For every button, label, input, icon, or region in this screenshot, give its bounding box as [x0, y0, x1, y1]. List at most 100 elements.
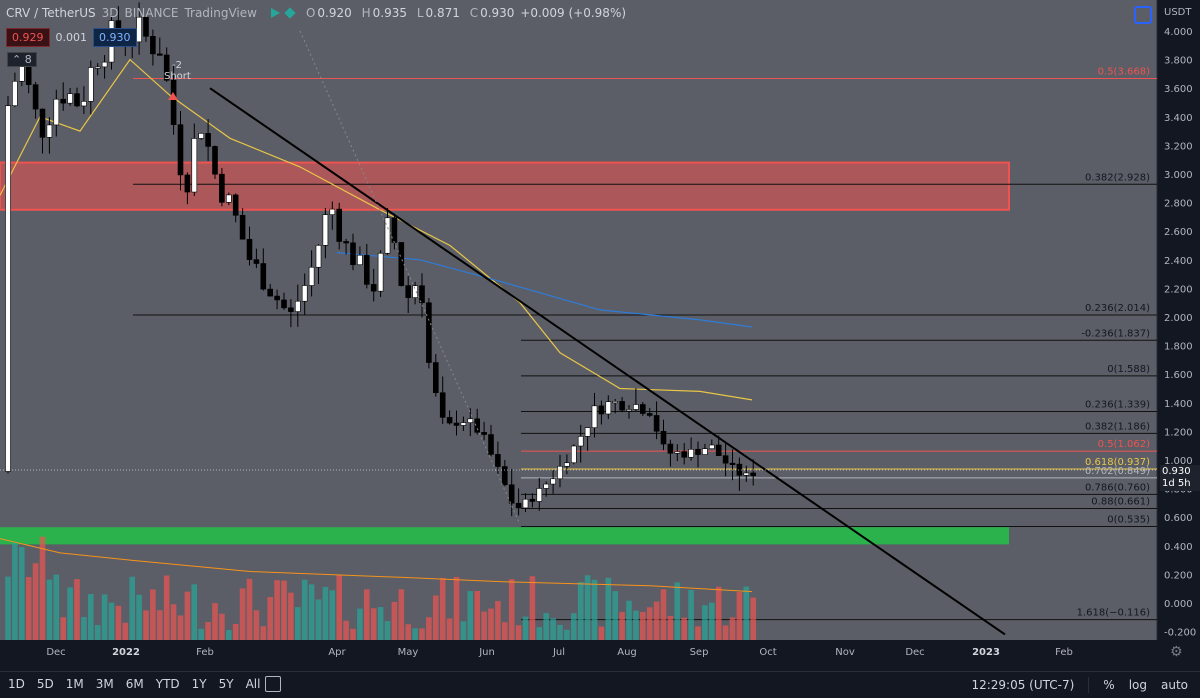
candle: [336, 208, 343, 242]
volume-bar: [508, 579, 515, 640]
volume-bar: [446, 618, 453, 640]
fib-label: 0.382(1.186): [1085, 421, 1150, 432]
volume-bar: [495, 601, 501, 640]
candle: [702, 448, 708, 455]
candle: [253, 259, 260, 264]
gear-icon[interactable]: ⚙: [1170, 644, 1183, 660]
percent-toggle[interactable]: %: [1103, 678, 1115, 692]
auto-toggle[interactable]: auto: [1160, 678, 1188, 692]
candle: [370, 284, 377, 292]
y-tick-label: -0.200: [1164, 628, 1196, 639]
range-5d[interactable]: 5D: [36, 677, 54, 691]
x-tick-label: Sep: [690, 647, 709, 658]
fib-label: 0.382(2.928): [1085, 172, 1150, 183]
volume-bar: [150, 589, 156, 640]
volume-bar: [25, 577, 32, 640]
fib-label: 0(0.535): [1107, 514, 1150, 525]
candle: [681, 451, 688, 458]
range-1d[interactable]: 1D: [8, 677, 25, 691]
candle: [550, 478, 556, 485]
clock[interactable]: 12:29:05 (UTC-7): [971, 678, 1075, 692]
volume-bar: [633, 610, 639, 640]
candle: [363, 254, 370, 285]
volume-bar: [467, 591, 474, 640]
candle: [453, 422, 460, 426]
candle: [94, 66, 101, 69]
volume-bar: [101, 594, 108, 640]
volume-bar: [46, 579, 53, 640]
candle: [508, 484, 515, 504]
candle: [212, 146, 218, 175]
volume-bar: [205, 621, 211, 640]
range-ytd[interactable]: YTD: [155, 677, 180, 691]
calendar-icon[interactable]: [265, 676, 281, 692]
candle: [633, 404, 639, 410]
candle: [674, 451, 681, 454]
x-tick-label: Dec: [905, 647, 924, 658]
x-tick-label: May: [398, 647, 419, 658]
volume-bar: [377, 607, 384, 640]
volume-bar: [295, 607, 301, 640]
candle: [101, 61, 108, 68]
range-5y[interactable]: 5Y: [218, 677, 234, 691]
fib-label: -0.236(1.837): [1081, 328, 1150, 339]
volume-bar: [419, 628, 425, 640]
high-value: 0.935: [372, 6, 407, 20]
candle: [143, 16, 149, 37]
volume-bar: [177, 615, 184, 640]
interval[interactable]: 3D: [101, 6, 119, 20]
candle: [343, 241, 349, 244]
candle: [239, 215, 246, 240]
volume-bar: [557, 624, 563, 640]
volume-bar: [729, 617, 736, 640]
volume-bar: [536, 627, 543, 640]
x-tick-label: Jul: [552, 647, 565, 658]
sell-button[interactable]: 0.929: [6, 28, 50, 47]
currency-label[interactable]: USDT: [1164, 7, 1192, 18]
volume-bar: [391, 601, 398, 640]
x-tick-label: Aug: [617, 647, 637, 658]
volume-bar: [246, 578, 253, 640]
symbol-name[interactable]: CRV / TetherUS: [6, 6, 96, 20]
volume-bar: [433, 595, 439, 640]
volume-bar: [5, 576, 11, 640]
indicators-collapse-button[interactable]: ⌃ 8: [7, 52, 37, 67]
candle: [322, 214, 329, 246]
log-toggle[interactable]: log: [1128, 678, 1147, 692]
candle: [281, 299, 287, 309]
volume-bar: [702, 605, 708, 640]
range-all[interactable]: All: [245, 677, 261, 691]
volume-bar: [577, 581, 584, 640]
y-tick-label: 3.400: [1164, 113, 1193, 124]
buy-button[interactable]: 0.930: [93, 28, 137, 47]
candle: [467, 418, 474, 423]
candle: [53, 98, 60, 126]
resistance-zone: [0, 161, 1010, 211]
flag-icon[interactable]: [270, 8, 280, 18]
range-6m[interactable]: 6M: [125, 677, 144, 691]
ma-yellow-line: [0, 58, 753, 401]
candle: [157, 53, 163, 56]
volume-bar: [260, 626, 267, 640]
candle: [598, 405, 605, 415]
candle: [177, 124, 184, 176]
volume-bar: [626, 600, 632, 640]
range-3m[interactable]: 3M: [95, 677, 114, 691]
fib-label: 0.618(0.937): [1085, 457, 1150, 468]
bar-countdown: 1d 5h: [1162, 478, 1191, 489]
change-value: +0.009 (+0.98%): [520, 6, 627, 20]
candle: [274, 295, 280, 301]
volume-bar: [39, 536, 46, 640]
candle: [426, 302, 432, 363]
range-1m[interactable]: 1M: [65, 677, 84, 691]
volume-bar: [163, 575, 170, 640]
candle: [639, 404, 646, 414]
y-tick-label: 3.600: [1164, 84, 1193, 95]
volume-bar: [32, 563, 39, 640]
volume-bar: [426, 617, 432, 640]
range-1y[interactable]: 1Y: [191, 677, 207, 691]
candle: [412, 285, 418, 298]
y-tick-label: 1.200: [1164, 427, 1193, 438]
screenshot-icon[interactable]: [1134, 6, 1152, 24]
